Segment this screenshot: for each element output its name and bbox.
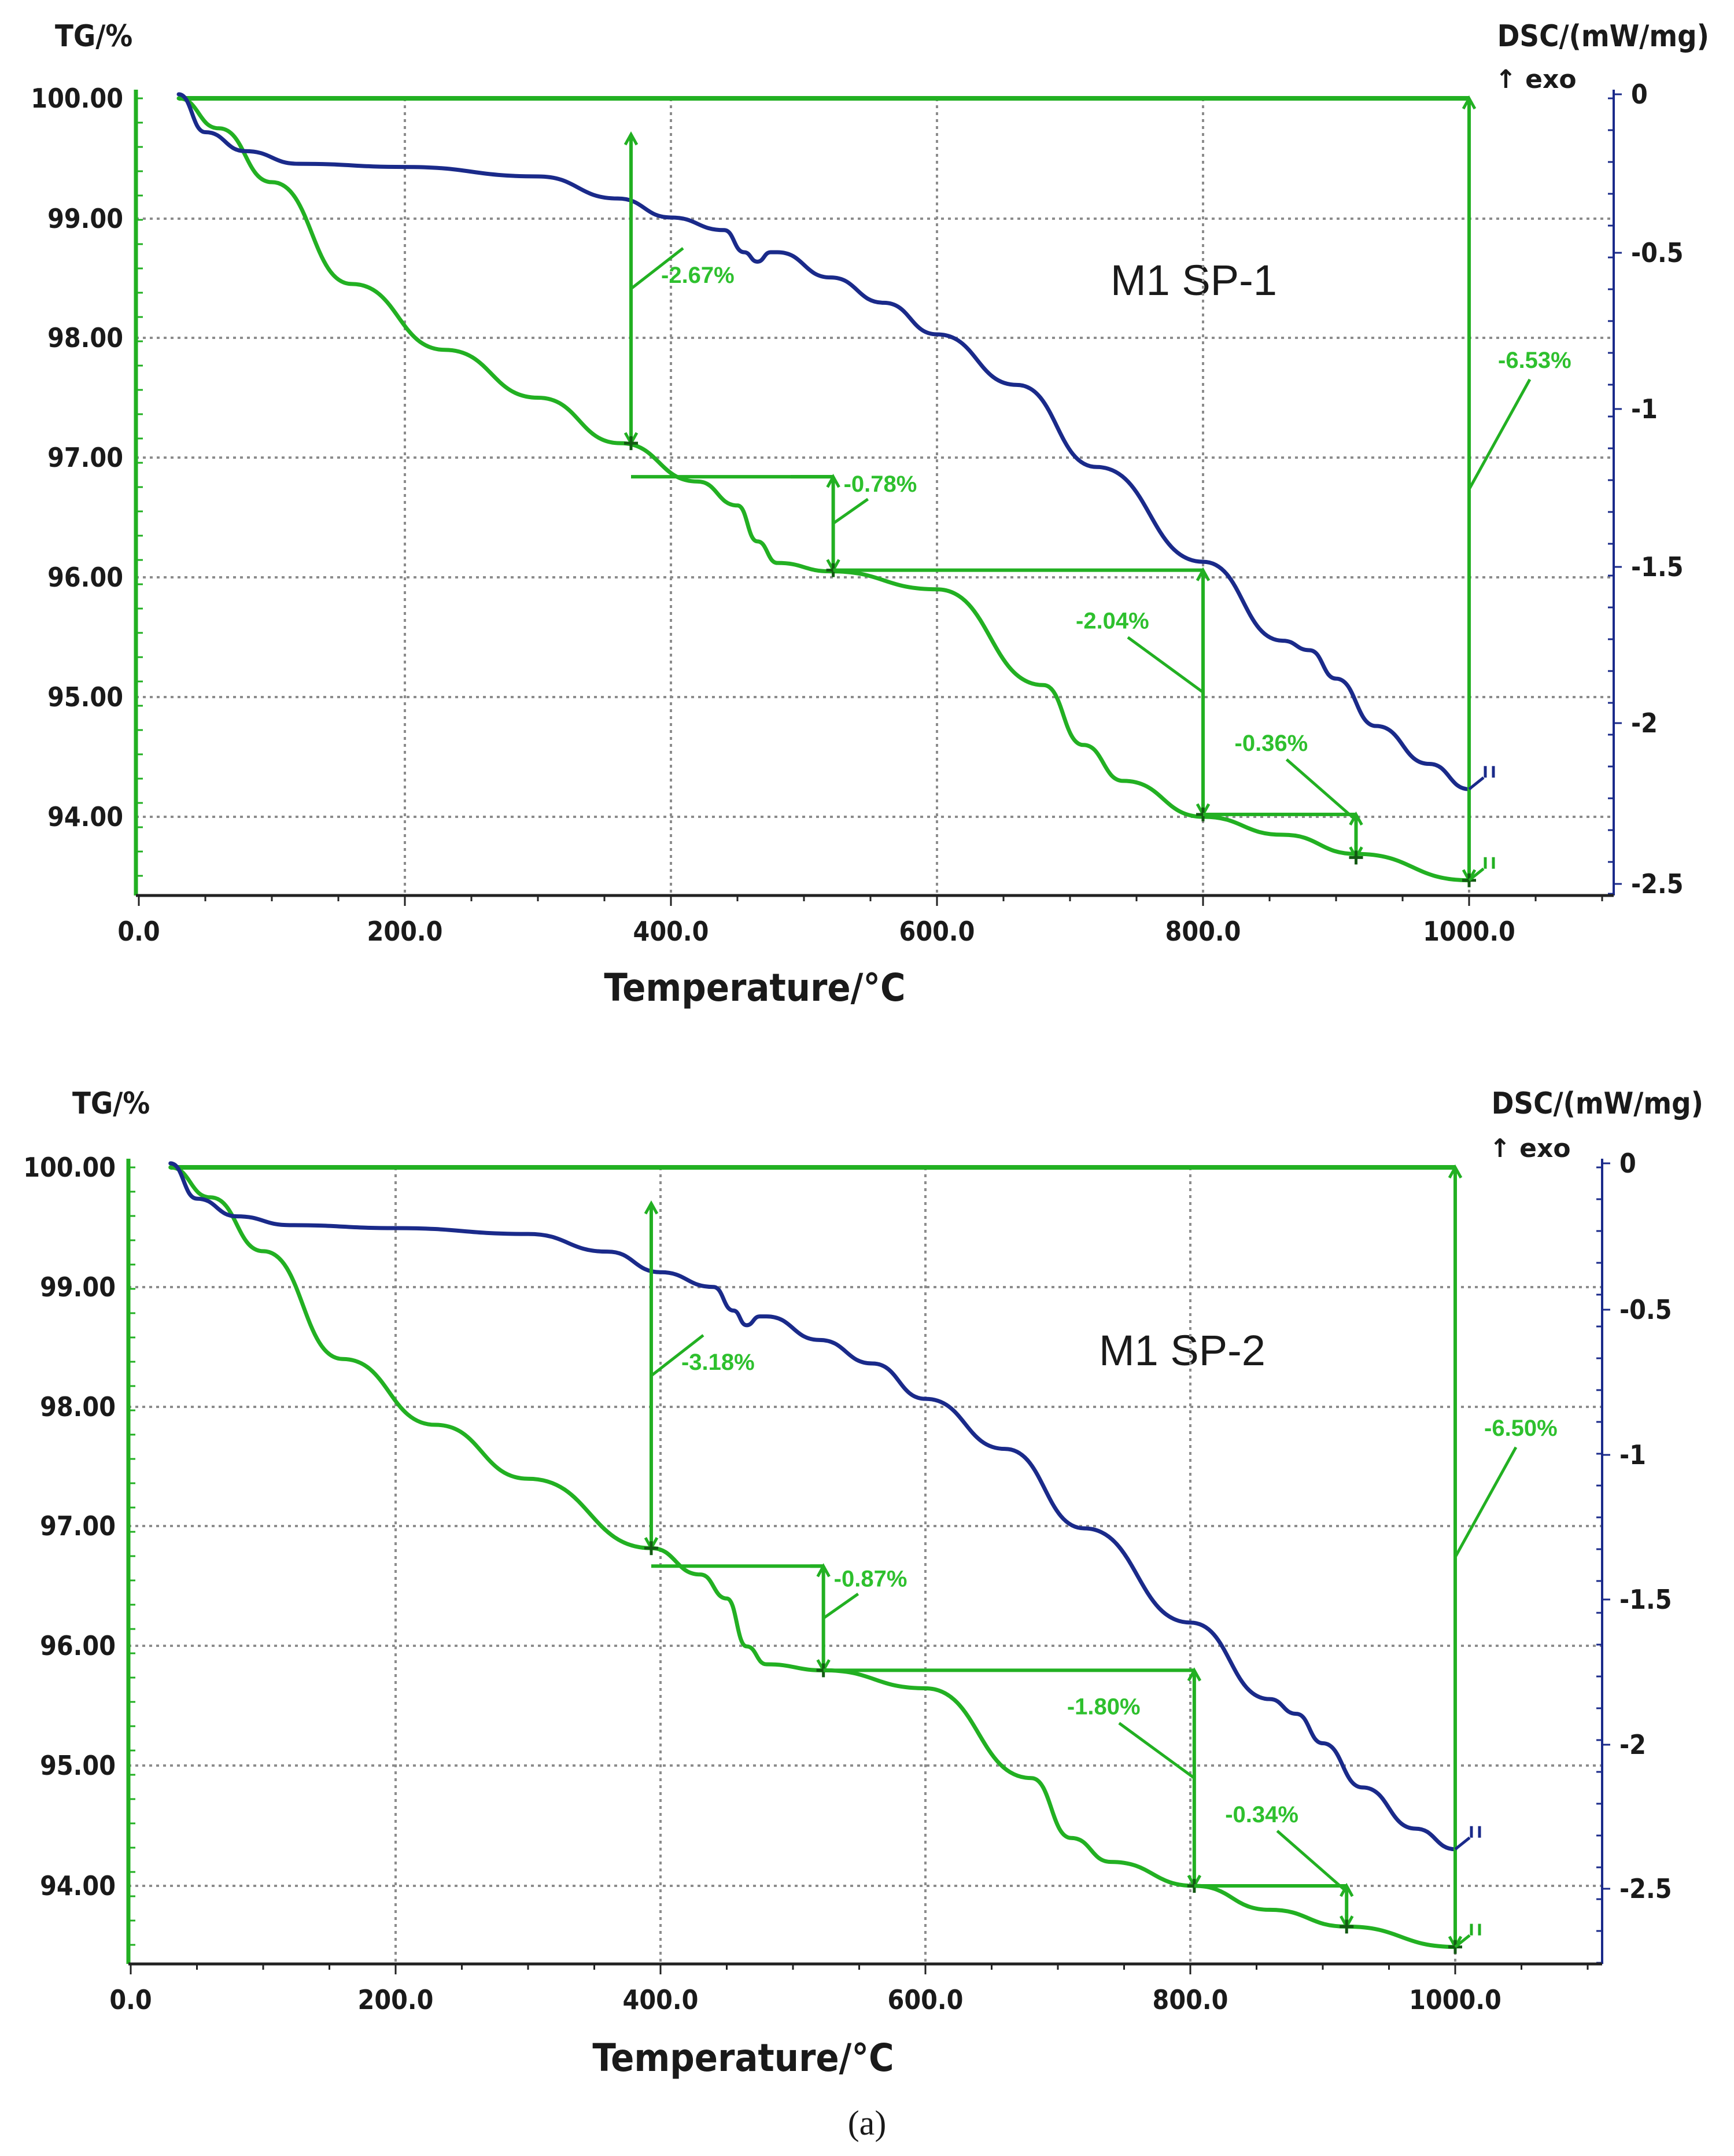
tg-step-marker: [1340, 1919, 1354, 1934]
annotation-leader-line: [832, 497, 869, 525]
curve-end-marker: [1454, 1826, 1481, 1851]
annotation-leader-line: [1276, 1830, 1348, 1893]
y-right-tick-label: -1: [1619, 1439, 1646, 1470]
chart-panel-m1-sp1: TG/% DSC/(mW/mg) ↑ exo M1 SP-1 Temperatu…: [31, 19, 1709, 1010]
y-right-tick-label: 0: [1619, 1148, 1636, 1179]
y-left-tick-label: 95.00: [40, 1750, 116, 1781]
y-right-tick-label: -1: [1631, 393, 1658, 425]
y-left-tick-label: 96.00: [40, 1630, 116, 1661]
curve-end-marker: [1468, 857, 1495, 882]
mass-loss-label: -3.18%: [681, 1350, 755, 1375]
y-right-tick-label: 0: [1631, 79, 1648, 110]
mass-loss-label: -1.80%: [1067, 1694, 1141, 1720]
dsc-curve: [168, 1161, 1458, 1852]
x-tick-label: 1000.0: [1423, 916, 1515, 947]
annotation-leader-line: [1127, 636, 1204, 694]
y-left-tick-label: 97.00: [40, 1510, 116, 1542]
mass-loss-label: -2.67%: [661, 263, 735, 288]
curve-end-marker: [1468, 766, 1495, 791]
annotation-leader-line: [650, 1334, 704, 1377]
x-tick-label: 400.0: [623, 1984, 699, 2015]
x-tick-label: 800.0: [1153, 1984, 1228, 2015]
mass-loss-label: -0.34%: [1225, 1802, 1298, 1827]
x-tick-label: 0.0: [109, 1984, 152, 2015]
exo-label: ↑ exo: [1495, 65, 1577, 94]
tg-step-marker: [624, 436, 638, 451]
y-left-tick-label: 94.00: [47, 801, 123, 832]
chart-panel-m1-sp2: TG/% DSC/(mW/mg) ↑ exo M1 SP-2 Temperatu…: [23, 1086, 1703, 2080]
x-tick-label: 1000.0: [1409, 1984, 1501, 2015]
annotation-leader-line: [1285, 758, 1357, 821]
y-left-tick-label: 99.00: [47, 203, 123, 234]
right-axis-title: DSC/(mW/mg): [1497, 19, 1709, 54]
arrow-head-up: [644, 1200, 659, 1215]
y-right-tick-label: -0.5: [1619, 1294, 1672, 1325]
y-right-tick-label: -0.5: [1631, 237, 1684, 268]
sample-title: M1 SP-2: [1099, 1326, 1266, 1374]
x-tick-label: 200.0: [358, 1984, 434, 2015]
mass-loss-label: -2.04%: [1076, 609, 1149, 634]
y-left-tick-label: 100.00: [31, 83, 123, 114]
exo-label: ↑ exo: [1489, 1134, 1571, 1163]
mass-loss-label: -6.50%: [1484, 1416, 1558, 1441]
mass-loss-label: -0.36%: [1235, 731, 1308, 756]
arrow-head-up: [1448, 1164, 1463, 1179]
y-right-tick-label: -2.5: [1619, 1873, 1672, 1904]
x-tick-label: 0.0: [117, 916, 160, 947]
arrow-head-up: [1462, 95, 1477, 110]
x-axis-title: Temperature/°C: [592, 2036, 894, 2080]
tg-step-marker: [644, 1541, 658, 1556]
y-right-tick-label: -2: [1631, 707, 1658, 739]
y-left-tick-label: 99.00: [40, 1272, 116, 1303]
curve-end-marker: [1454, 1923, 1481, 1948]
figure-caption: (a): [848, 2104, 887, 2142]
y-left-tick-label: 96.00: [47, 562, 123, 593]
annotation-leader-line: [1453, 1446, 1518, 1558]
right-axis-title: DSC/(mW/mg): [1492, 1086, 1703, 1121]
tg-curve: [176, 96, 1471, 883]
annotation-leader-line: [1118, 1722, 1196, 1779]
annotation-leader-line: [630, 247, 684, 290]
left-axis-title: TG/%: [55, 19, 132, 54]
x-tick-label: 600.0: [899, 916, 975, 947]
x-axis-title: Temperature/°C: [604, 965, 905, 1010]
x-tick-label: 600.0: [888, 1984, 964, 2015]
y-right-tick-label: -1.5: [1631, 551, 1684, 583]
y-left-tick-label: 98.00: [40, 1391, 116, 1422]
x-tick-label: 400.0: [633, 916, 709, 947]
x-tick-label: 200.0: [367, 916, 443, 947]
y-left-tick-label: 98.00: [47, 322, 123, 353]
y-left-tick-label: 100.00: [23, 1152, 116, 1183]
y-left-tick-label: 95.00: [47, 681, 123, 713]
x-tick-label: 800.0: [1165, 916, 1241, 947]
left-axis-title: TG/%: [72, 1086, 150, 1121]
tg-step-marker: [1349, 850, 1363, 865]
annotation-leader-line: [822, 1593, 859, 1620]
y-left-tick-label: 97.00: [47, 442, 123, 473]
mass-loss-label: -0.78%: [844, 471, 917, 497]
arrow-head-up: [623, 131, 639, 146]
mass-loss-label: -0.87%: [834, 1566, 907, 1591]
dsc-curve: [176, 92, 1471, 791]
sample-title: M1 SP-1: [1111, 256, 1277, 304]
tg-curve: [168, 1165, 1458, 1949]
y-right-tick-label: -1.5: [1619, 1584, 1672, 1615]
y-left-tick-label: 94.00: [40, 1870, 116, 1901]
mass-loss-label: -6.53%: [1498, 348, 1571, 373]
y-right-tick-label: -2: [1619, 1729, 1646, 1760]
y-right-tick-label: -2.5: [1631, 868, 1684, 900]
annotation-leader-line: [1467, 378, 1532, 491]
